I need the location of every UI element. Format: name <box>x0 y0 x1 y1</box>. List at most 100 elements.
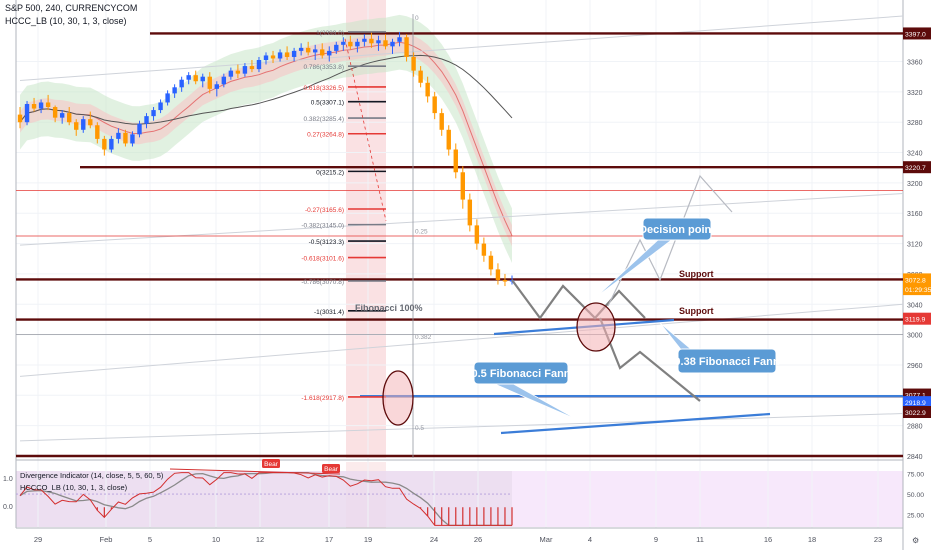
bear-label-1: Bear <box>324 466 339 473</box>
indicator-line: HCCC_LB (10, 30, 1, 3, close) <box>5 16 127 26</box>
candle-body-24 <box>186 75 191 80</box>
fib-fan-038-callout-text: 0.38 Fibonacci Fann <box>674 356 779 368</box>
price-tag-bg-6 <box>903 396 931 409</box>
candle-body-60 <box>439 113 444 130</box>
time-label-1: Feb <box>100 535 113 544</box>
candle-body-44 <box>327 50 332 56</box>
price-tick-12: 3320 <box>907 90 923 97</box>
candle-body-65 <box>474 225 480 244</box>
price-tag-bg-1 <box>903 161 931 174</box>
time-label-8: 26 <box>474 535 482 544</box>
candle-body-57 <box>418 70 423 83</box>
candle-body-23 <box>179 79 184 88</box>
fib-level-label-2: 0.618(3326.5) <box>304 85 344 92</box>
candle-body-63 <box>460 172 465 200</box>
fan-label-2: 0.382 <box>415 334 432 341</box>
time-label-6: 19 <box>364 535 372 544</box>
channel-line-mid <box>19 193 904 246</box>
candle-body-53 <box>390 41 395 47</box>
time-label-9: Mar <box>540 535 553 544</box>
time-label-4: 12 <box>256 535 264 544</box>
projection-path-up <box>607 174 733 307</box>
candle-body-22 <box>172 87 177 94</box>
candle-body-56 <box>411 56 416 71</box>
symbol-line: S&P 500, 240, CURRENCYCOM <box>5 3 138 13</box>
candle-body-51 <box>376 40 381 44</box>
candle-body-29 <box>221 76 227 85</box>
time-label-5: 17 <box>325 535 333 544</box>
decision-circle <box>576 302 616 352</box>
osc-left-tick-1: 0.0 <box>3 504 13 511</box>
time-label-10: 4 <box>588 535 592 544</box>
price-tick-4: 3000 <box>907 333 923 340</box>
candle-body-26 <box>200 76 205 82</box>
fib-level-label-12: -1(3031.4) <box>314 309 344 316</box>
price-tick-9: 3200 <box>907 181 923 188</box>
candle-body-40 <box>298 47 304 51</box>
candle-body-52 <box>383 40 388 47</box>
price-tag-4: 3119.9 <box>905 317 926 324</box>
price-tag-3: 01:29:35 <box>905 287 932 294</box>
candle-body-15 <box>123 132 128 144</box>
candle-body-1 <box>24 104 30 123</box>
price-tag-bg-4 <box>903 312 931 325</box>
fib-fan-05-callout-box <box>473 361 569 385</box>
fast-ma-line <box>19 41 513 236</box>
fib-level-label-11: -0.786(3070.8) <box>301 279 344 286</box>
price-tick-7: 3120 <box>907 242 923 249</box>
candle-body-16 <box>130 134 135 144</box>
channel-line-upper <box>19 15 904 81</box>
candle-body-2 <box>31 104 37 109</box>
price-tag-0: 3397.0 <box>905 31 926 38</box>
candle-body-64 <box>467 199 473 226</box>
candle-body-43 <box>320 49 325 56</box>
candle-body-42 <box>313 49 318 53</box>
price-tag-bg-2 <box>903 273 931 286</box>
fib-level-label-6: 0(3215.2) <box>316 169 344 176</box>
target-circle <box>382 370 414 426</box>
time-label-7: 24 <box>430 535 438 544</box>
fan-label-0: 0 <box>415 15 419 22</box>
fib-fan-line-lower <box>500 412 771 435</box>
fib-fan-05-callout-text: 0.5 Fibonacci Fann <box>471 368 570 380</box>
candle-body-27 <box>207 76 212 89</box>
candle-body-66 <box>481 243 487 256</box>
fib-level-label-1: 0.786(3353.8) <box>304 64 344 71</box>
osc-right-tick-2: 25.00 <box>907 513 924 520</box>
candle-body-20 <box>158 102 163 111</box>
fib-fan-038-callout: 0.38 Fibonacci Fann <box>659 322 780 374</box>
fan-label-1: 0.25 <box>415 229 428 236</box>
time-label-12: 11 <box>696 535 704 544</box>
time-label-14: 18 <box>808 535 816 544</box>
candle-body-61 <box>446 129 451 150</box>
price-tag-2: 3072.8 <box>905 277 926 284</box>
projection-path-main <box>511 279 646 320</box>
bear-label-bg-0 <box>262 459 280 468</box>
channel-line-bottom <box>19 413 904 442</box>
fib-level-label-9: -0.5(3123.3) <box>309 239 344 246</box>
candle-body-7 <box>67 113 72 123</box>
fib-level-label-3: 0.5(3307.1) <box>311 100 344 107</box>
candle-body-17 <box>137 123 142 135</box>
candle-body-13 <box>109 138 114 150</box>
price-tag-bg-0 <box>903 27 931 40</box>
fib-fan-05-callout-pointer <box>494 383 579 421</box>
slow-ma-line <box>19 54 513 125</box>
price-tick-11: 3280 <box>907 120 923 127</box>
channel-line-low <box>19 303 904 377</box>
candle-body-34 <box>256 60 262 70</box>
candle-body-46 <box>341 41 346 45</box>
candle-body-19 <box>151 110 156 117</box>
price-tag-5: 3077.1 <box>905 393 926 400</box>
fibonacci-label: Fibonacci 100% <box>355 303 423 313</box>
osc-right-tick-0: 75.00 <box>907 471 924 478</box>
candle-body-33 <box>249 66 255 70</box>
oscillator-band-future <box>512 471 903 527</box>
candle-body-3 <box>38 102 44 109</box>
candle-body-6 <box>59 113 65 118</box>
time-label-2: 5 <box>148 535 152 544</box>
candle-body-32 <box>242 66 248 74</box>
decision-point-callout-text: Decision point <box>639 224 715 236</box>
candle-body-48 <box>355 41 360 47</box>
